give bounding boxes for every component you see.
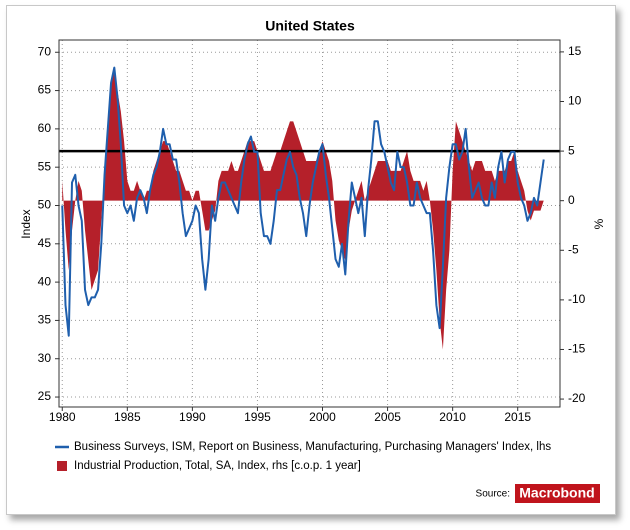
y2-tick-label: -5	[568, 242, 579, 256]
y2-tick-label: 15	[568, 44, 582, 58]
legend-label: Business Surveys, ISM, Report on Busines…	[74, 441, 551, 453]
y2-axis-label: %	[592, 218, 606, 229]
plot-border	[58, 39, 561, 408]
x-tick-label: 1985	[114, 410, 141, 424]
y-tick-label: 55	[38, 159, 52, 173]
legend-swatch	[57, 461, 67, 471]
y-tick-label: 30	[38, 351, 52, 365]
y2-tick-label: 10	[568, 94, 582, 108]
y2-tick-label: 0	[568, 193, 575, 207]
chart-frame	[6, 5, 616, 515]
source: Macrobond	[519, 485, 594, 501]
chart-title: United States	[265, 18, 355, 34]
y-tick-label: 35	[38, 313, 52, 327]
x-tick-label: 1980	[49, 410, 76, 424]
x-tick-label: 2010	[439, 410, 466, 424]
source-label: Source:	[476, 489, 510, 500]
x-tick-label: 2005	[374, 410, 401, 424]
y-tick-label: 60	[38, 121, 52, 135]
y-tick-label: 45	[38, 236, 52, 250]
x-tick-label: 1995	[244, 410, 271, 424]
y-tick-label: 65	[38, 83, 52, 97]
y-tick-label: 50	[38, 198, 52, 212]
y2-tick-label: -10	[568, 292, 586, 306]
x-tick-label: 1990	[179, 410, 206, 424]
y-tick-label: 25	[38, 389, 52, 403]
source-badge	[515, 484, 600, 503]
line-series	[61, 66, 545, 337]
y-axis-label: Index	[19, 209, 33, 238]
x-tick-label: 2015	[504, 410, 531, 424]
y2-tick-label: -20	[568, 391, 586, 405]
y-tick-label: 70	[38, 44, 52, 58]
x-tick-label: 2000	[309, 410, 336, 424]
y2-tick-label: -15	[568, 342, 586, 356]
y-tick-label: 40	[38, 274, 52, 288]
legend-label: Industrial Production, Total, SA, Index,…	[74, 460, 361, 472]
y2-tick-label: 5	[568, 143, 575, 157]
